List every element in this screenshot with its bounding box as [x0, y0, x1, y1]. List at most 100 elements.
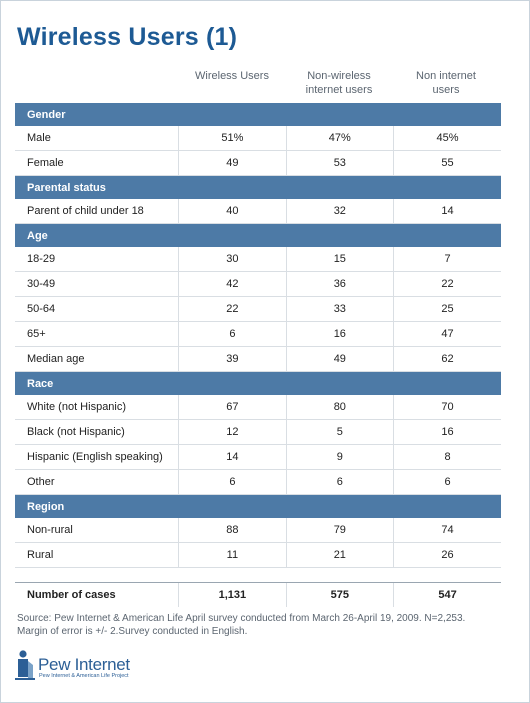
row-value: 47% [285, 126, 394, 151]
source-line: Source: Pew Internet & American Life Apr… [17, 613, 466, 624]
row-value: 25 [393, 296, 501, 322]
row-value: 12 [178, 419, 287, 445]
column-header-line: Non internet [416, 70, 476, 82]
row-label: Median age [15, 346, 179, 372]
row-value: 9 [285, 444, 394, 470]
row-label: Female [15, 150, 179, 176]
row-value: 6 [178, 321, 287, 347]
row-label: Male [15, 126, 179, 151]
row-label: 50-64 [15, 296, 179, 322]
row-value: 30 [178, 247, 287, 272]
column-headers: Wireless Users Non-wireless internet use… [1, 69, 529, 101]
row-value: 67 [178, 395, 287, 420]
row-value: 36 [285, 271, 394, 297]
row-value: 26 [393, 542, 501, 568]
table-row: Other 6 6 6 [15, 469, 501, 495]
table-row: Parent of child under 18 40 32 14 [15, 199, 501, 224]
row-value: 88 [178, 518, 287, 543]
row-label: Black (not Hispanic) [15, 419, 179, 445]
row-value: 22 [178, 296, 287, 322]
row-label: White (not Hispanic) [15, 395, 179, 420]
table-row: Rural 11 21 26 [15, 542, 501, 568]
row-value: 32 [285, 199, 394, 224]
row-value: 40 [178, 199, 287, 224]
person-logo-icon [15, 650, 35, 680]
source-note: Source: Pew Internet & American Life Apr… [17, 612, 507, 638]
pew-internet-logo: Pew Internet Pew Internet & American Lif… [15, 649, 155, 683]
row-value: 21 [285, 542, 394, 568]
section-label: Region [15, 494, 501, 518]
row-value: 6 [393, 469, 501, 495]
column-header-non-wireless: Non-wireless internet users [286, 69, 392, 97]
table-spacer [15, 568, 501, 583]
row-value: 49 [178, 150, 287, 176]
section-header: Region [15, 494, 501, 518]
table-row: Female 49 53 55 [15, 150, 501, 176]
row-value: 33 [285, 296, 394, 322]
table-row: 65+ 6 16 47 [15, 321, 501, 347]
column-header-line: Non-wireless [307, 70, 371, 82]
section-header: Race [15, 371, 501, 395]
row-value: 47 [393, 321, 501, 347]
section-label: Parental status [15, 175, 501, 199]
column-header-line: users [432, 84, 460, 96]
table-row: 50-64 22 33 25 [15, 296, 501, 322]
row-value: 22 [393, 271, 501, 297]
row-label: Non-rural [15, 518, 179, 543]
row-value: 80 [285, 395, 394, 420]
row-label: 18-29 [15, 247, 179, 272]
total-value: 1,131 [178, 582, 287, 607]
row-value: 7 [393, 247, 501, 272]
column-header-line: Wireless Users [195, 70, 269, 82]
section-header: Gender [15, 102, 501, 126]
row-value: 6 [285, 469, 394, 495]
spacer-cell [15, 568, 501, 583]
row-label: Rural [15, 542, 179, 568]
row-value: 45% [393, 126, 501, 151]
column-header-wireless: Wireless Users [179, 69, 285, 83]
table-row: 18-29 30 15 7 [15, 247, 501, 272]
row-value: 49 [285, 346, 394, 372]
table-row: Non-rural 88 79 74 [15, 518, 501, 543]
row-value: 42 [178, 271, 287, 297]
page-title: Wireless Users (1) [17, 23, 238, 51]
row-value: 11 [178, 542, 287, 568]
table-row: Hispanic (English speaking) 14 9 8 [15, 444, 501, 470]
row-value: 62 [393, 346, 501, 372]
row-value: 8 [393, 444, 501, 470]
data-table: Gender Male 51% 47% 45% Female 49 53 55 Parental … [15, 102, 501, 607]
row-value: 6 [178, 469, 287, 495]
logo-tagline: Pew Internet & American Life Project [39, 673, 129, 679]
section-label: Age [15, 223, 501, 247]
table-row: Median age 39 49 62 [15, 346, 501, 372]
row-label: 30-49 [15, 271, 179, 297]
row-value: 79 [285, 518, 394, 543]
row-value: 14 [178, 444, 287, 470]
row-value: 14 [393, 199, 501, 224]
section-header: Age [15, 223, 501, 247]
row-label: Parent of child under 18 [15, 199, 179, 224]
row-value: 5 [285, 419, 394, 445]
row-value: 15 [285, 247, 394, 272]
row-label: Other [15, 469, 179, 495]
table-row: Black (not Hispanic) 12 5 16 [15, 419, 501, 445]
margin-line: Margin of error is +/- 2.Survey conducte… [17, 626, 248, 637]
total-label: Number of cases [15, 582, 179, 607]
row-value: 70 [393, 395, 501, 420]
table-row: White (not Hispanic) 67 80 70 [15, 395, 501, 420]
row-label: 65+ [15, 321, 179, 347]
row-value: 39 [178, 346, 287, 372]
column-header-line: internet users [305, 84, 373, 96]
section-header: Parental status [15, 175, 501, 199]
table-row: Male 51% 47% 45% [15, 126, 501, 151]
total-value: 547 [393, 582, 501, 607]
logo-name: Pew Internet [38, 655, 130, 674]
row-value: 51% [178, 126, 287, 151]
row-value: 16 [393, 419, 501, 445]
section-label: Race [15, 371, 501, 395]
total-row: Number of cases 1,131 575 547 [15, 582, 501, 607]
total-value: 575 [285, 582, 394, 607]
row-value: 16 [285, 321, 394, 347]
section-label: Gender [15, 102, 501, 126]
